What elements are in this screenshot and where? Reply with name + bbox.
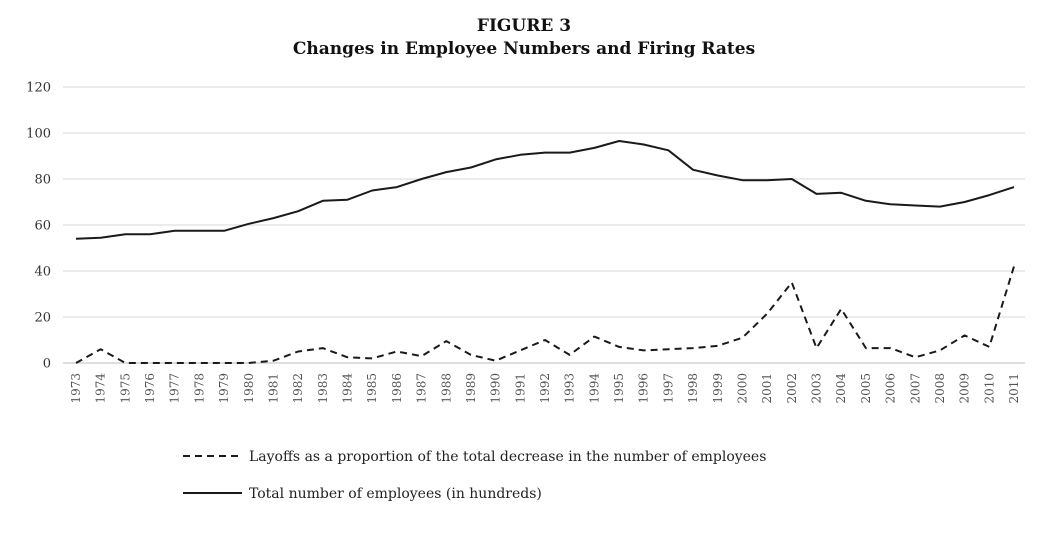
x-tick-label: 1974: [94, 373, 108, 404]
x-tick-label: 2010: [982, 373, 996, 404]
x-tick-label: 1992: [538, 373, 552, 404]
x-tick-label: 1980: [242, 373, 256, 404]
y-axis-ticks: 0 20 40 60 80 100 120: [26, 81, 51, 372]
chart-title: FIGURE 3: [477, 16, 571, 36]
x-tick-label: 1997: [661, 373, 675, 404]
x-tick-label: 1999: [711, 373, 725, 404]
y-tick-label: 0: [43, 357, 51, 372]
x-tick-label: 1994: [587, 373, 601, 404]
y-tick-label: 60: [34, 219, 51, 234]
x-tick-label: 2004: [834, 373, 848, 404]
x-tick-label: 1995: [612, 373, 626, 404]
x-tick-label: 2007: [908, 373, 922, 404]
x-tick-label: 1976: [143, 373, 157, 404]
x-tick-label: 1987: [415, 373, 429, 404]
y-tick-label: 100: [26, 127, 51, 142]
x-tick-label: 1996: [637, 373, 651, 404]
x-tick-label: 1998: [686, 373, 700, 404]
legend: Layoffs as a proportion of the total dec…: [183, 449, 766, 502]
legend-label: Total number of employees (in hundreds): [249, 486, 542, 502]
x-tick-label: 1981: [266, 373, 280, 404]
x-tick-label: 2000: [735, 373, 749, 404]
x-tick-label: 2005: [859, 373, 873, 404]
legend-label: Layoffs as a proportion of the total dec…: [249, 449, 766, 465]
x-tick-label: 1973: [69, 373, 83, 404]
x-tick-label: 2008: [933, 373, 947, 404]
x-tick-label: 1985: [365, 373, 379, 404]
x-tick-label: 2009: [958, 373, 972, 404]
x-tick-label: 2002: [785, 373, 799, 404]
x-tick-label: 2006: [884, 373, 898, 404]
x-tick-label: 2003: [810, 373, 824, 404]
x-tick-label: 1993: [563, 373, 577, 404]
x-tick-label: 1979: [217, 373, 231, 404]
x-tick-label: 2011: [1007, 373, 1021, 404]
x-tick-label: 1978: [192, 373, 206, 404]
x-tick-label: 2001: [760, 373, 774, 404]
x-tick-label: 1982: [291, 373, 305, 404]
series-lines: [75, 140, 1015, 364]
employees-series-line: [75, 140, 1015, 240]
y-tick-label: 80: [34, 173, 51, 188]
x-tick-label: 1983: [316, 373, 330, 404]
gridlines: [63, 86, 1025, 364]
x-tick-label: 1975: [118, 373, 132, 404]
y-tick-label: 20: [34, 311, 51, 326]
x-tick-label: 1986: [390, 373, 404, 404]
x-tick-label: 1977: [168, 373, 182, 404]
y-tick-label: 120: [26, 81, 51, 96]
x-tick-label: 1989: [464, 373, 478, 404]
layoffs-series-line: [75, 266, 1015, 364]
x-tick-label: 1988: [439, 373, 453, 404]
x-axis-ticks: 1973 1974 1975 1976 1977 1978 1979 1980 1981 1982…: [69, 373, 1021, 404]
x-tick-label: 1990: [489, 373, 503, 404]
y-tick-label: 40: [34, 265, 51, 280]
x-tick-label: 1991: [513, 373, 527, 404]
x-tick-label: 1984: [341, 373, 355, 404]
chart-subtitle: Changes in Employee Numbers and Firing R…: [293, 39, 755, 59]
